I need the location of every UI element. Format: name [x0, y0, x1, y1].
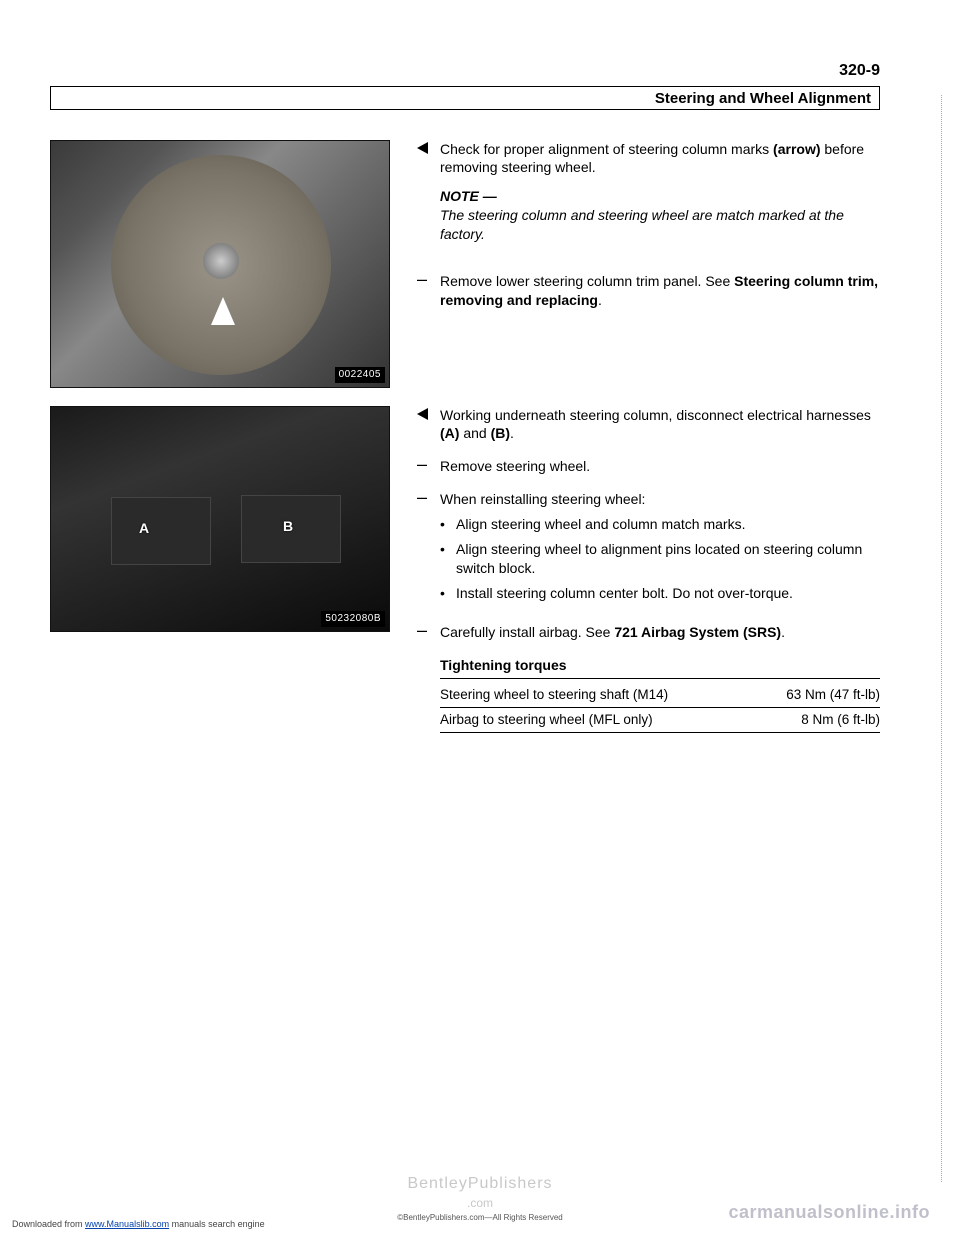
arrow-icon [211, 297, 235, 325]
step6-post: . [781, 624, 785, 640]
torque-row: Steering wheel to steering shaft (M14) 6… [440, 683, 880, 708]
torque-label: Steering wheel to steering shaft (M14) [440, 686, 668, 704]
fig2-label-a: A [139, 519, 149, 538]
manualslib-link[interactable]: www.Manualslib.com [85, 1219, 169, 1229]
step1-bold: (arrow) [773, 141, 820, 157]
torque-value: 63 Nm (47 ft-lb) [786, 686, 880, 704]
torque-title: Tightening torques [440, 656, 880, 679]
note-body: The steering column and steering wheel a… [440, 207, 844, 242]
step3-a: (A) [440, 425, 459, 441]
sub2: Align steering wheel to alignment pins l… [456, 540, 880, 578]
figure-1-id: 0022405 [335, 367, 385, 383]
step6-pre: Carefully install airbag. See [440, 624, 614, 640]
figure-2-id: 50232080B [321, 611, 385, 627]
torque-row: Airbag to steering wheel (MFL only) 8 Nm… [440, 708, 880, 733]
figure-1: 0022405 [50, 140, 390, 388]
step-check-alignment: Check for proper alignment of steering c… [414, 140, 880, 258]
right-margin-dots [939, 95, 942, 1182]
triangle-left-icon [417, 142, 428, 154]
step-disconnect-harness: Working underneath steering column, disc… [414, 406, 880, 444]
sub3: Install steering column center bolt. Do … [456, 584, 793, 603]
bullet-icon: • [440, 540, 448, 578]
footer-left: Downloaded from www.Manualslib.com manua… [12, 1218, 265, 1230]
step2-post: . [598, 292, 602, 308]
page-number: 320-9 [50, 60, 910, 82]
bullet-icon: • [440, 584, 448, 603]
footer-left-post: manuals search engine [169, 1219, 265, 1229]
header-title: Steering and Wheel Alignment [655, 89, 871, 109]
torque-label: Airbag to steering wheel (MFL only) [440, 711, 653, 729]
header-bar: Steering and Wheel Alignment [50, 86, 880, 110]
dash-icon: – [414, 623, 430, 642]
step-install-airbag: – Carefully install airbag. See 721 Airb… [414, 623, 880, 642]
dash-icon: – [414, 490, 430, 608]
footer-left-pre: Downloaded from [12, 1219, 85, 1229]
dash-icon: – [414, 457, 430, 476]
fig2-label-b: B [283, 517, 293, 536]
bullet-icon: • [440, 515, 448, 534]
step4-text: Remove steering wheel. [440, 457, 880, 476]
sub1: Align steering wheel and column match ma… [456, 515, 745, 534]
step-remove-trim: – Remove lower steering column trim pane… [414, 272, 880, 310]
footer-right-watermark: carmanualsonline.info [728, 1200, 930, 1224]
step-remove-wheel: – Remove steering wheel. [414, 457, 880, 476]
torque-table: Tightening torques Steering wheel to ste… [440, 656, 880, 733]
step-reinstall: – When reinstalling steering wheel: •Ali… [414, 490, 880, 608]
step5-text: When reinstalling steering wheel: [440, 491, 645, 507]
triangle-left-icon [417, 408, 428, 420]
row-2: A B 50232080B Working underneath steerin… [50, 406, 910, 733]
note-head: NOTE — [440, 188, 497, 204]
note-block: NOTE — The steering column and steering … [440, 187, 880, 244]
step3-b: (B) [491, 425, 510, 441]
step6-bold: 721 Airbag System (SRS) [614, 624, 781, 640]
dash-icon: – [414, 272, 430, 310]
step3-post: . [510, 425, 514, 441]
step2-pre: Remove lower steering column trim panel.… [440, 273, 734, 289]
sub-list: • Align steering wheel and column match m… [440, 515, 880, 603]
watermark-1: BentleyPublishers [0, 1173, 960, 1195]
torque-value: 8 Nm (6 ft-lb) [801, 711, 880, 729]
step3-mid: and [459, 425, 490, 441]
figure-2: A B 50232080B [50, 406, 390, 632]
step3-pre: Working underneath steering column, disc… [440, 407, 871, 423]
row-1: 0022405 Check for proper alignment of st… [50, 140, 910, 388]
step1-text-pre: Check for proper alignment of steering c… [440, 141, 773, 157]
